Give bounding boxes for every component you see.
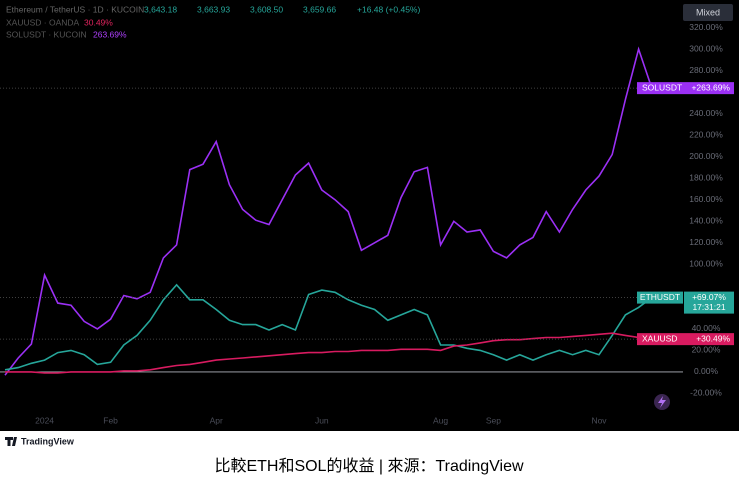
tag-countdown: 17:31:21 [692,302,725,312]
tag-value: +263.69% [691,82,730,92]
y-tick-label: 20.00% [692,345,721,355]
y-tick-label: 240.00% [689,108,723,118]
tag-name: ETHUSDT [640,292,680,302]
y-tick-label: 280.00% [689,65,723,75]
tag-value: +69.07% [692,292,726,302]
x-tick-label: Feb [103,415,118,425]
legend-name: SOLUSDT · KUCOIN [6,29,87,39]
legend-value: 263.69% [93,29,127,39]
y-tick-label: 40.00% [692,323,721,333]
mixed-button[interactable] [683,4,733,21]
brand-name: TradingView [21,436,75,446]
x-tick-label: Sep [486,415,501,425]
mixed-label[interactable]: Mixed [696,7,720,17]
ohlc-open: 3,643.18 [144,4,177,14]
tag-name: SOLUSDT [642,82,682,92]
x-tick-label: Nov [591,415,607,425]
price-tag [637,291,683,304]
y-tick-label: 320.00% [689,22,723,32]
y-tick-label: -20.00% [690,388,722,398]
series-line [5,332,652,374]
y-tick-label: 300.00% [689,43,723,53]
y-tick-label: 0.00% [694,366,719,376]
ohlc-low: 3,608.50 [250,4,283,14]
brand-logo [5,437,17,446]
tag-value: +30.49% [696,333,730,343]
x-tick-label: 2024 [35,415,54,425]
price-tag [684,291,734,314]
y-tick-label: 220.00% [689,129,723,139]
symbol-line: Ethereum / TetherUS · 1D · KUCOIN [6,4,144,14]
legend-value: 30.49% [84,17,113,27]
series-line [4,46,653,376]
caption: 比較ETH和SOL的收益 | 來源：TradingView [214,457,524,475]
y-tick-label: 200.00% [689,151,723,161]
y-tick-label: 140.00% [689,216,723,226]
price-tag [637,82,734,95]
ohlc-high: 3,663.93 [197,4,230,14]
price-tag [637,333,734,346]
legend-name: XAUUSD · OANDA [6,17,80,27]
tag-name: XAUUSD [642,333,677,343]
plot: 320.00% 300.00% 280.00% 240.00% 220.00% 200.0… [0,22,734,425]
ohlc-close: 3,659.66 [303,4,336,14]
x-tick-label: Aug [433,415,448,425]
y-tick-label: 100.00% [689,259,723,269]
x-tick-label: Apr [210,415,223,425]
x-tick-label: Jun [315,415,329,425]
chart-panel [0,0,739,431]
lightning-glyph [658,396,666,408]
series-line [4,283,653,371]
y-tick-label: 180.00% [689,172,723,182]
y-tick-label: 120.00% [689,237,723,247]
ohlc-change: +16.48 (+0.45%) [357,4,420,14]
y-tick-label: 160.00% [689,194,723,204]
